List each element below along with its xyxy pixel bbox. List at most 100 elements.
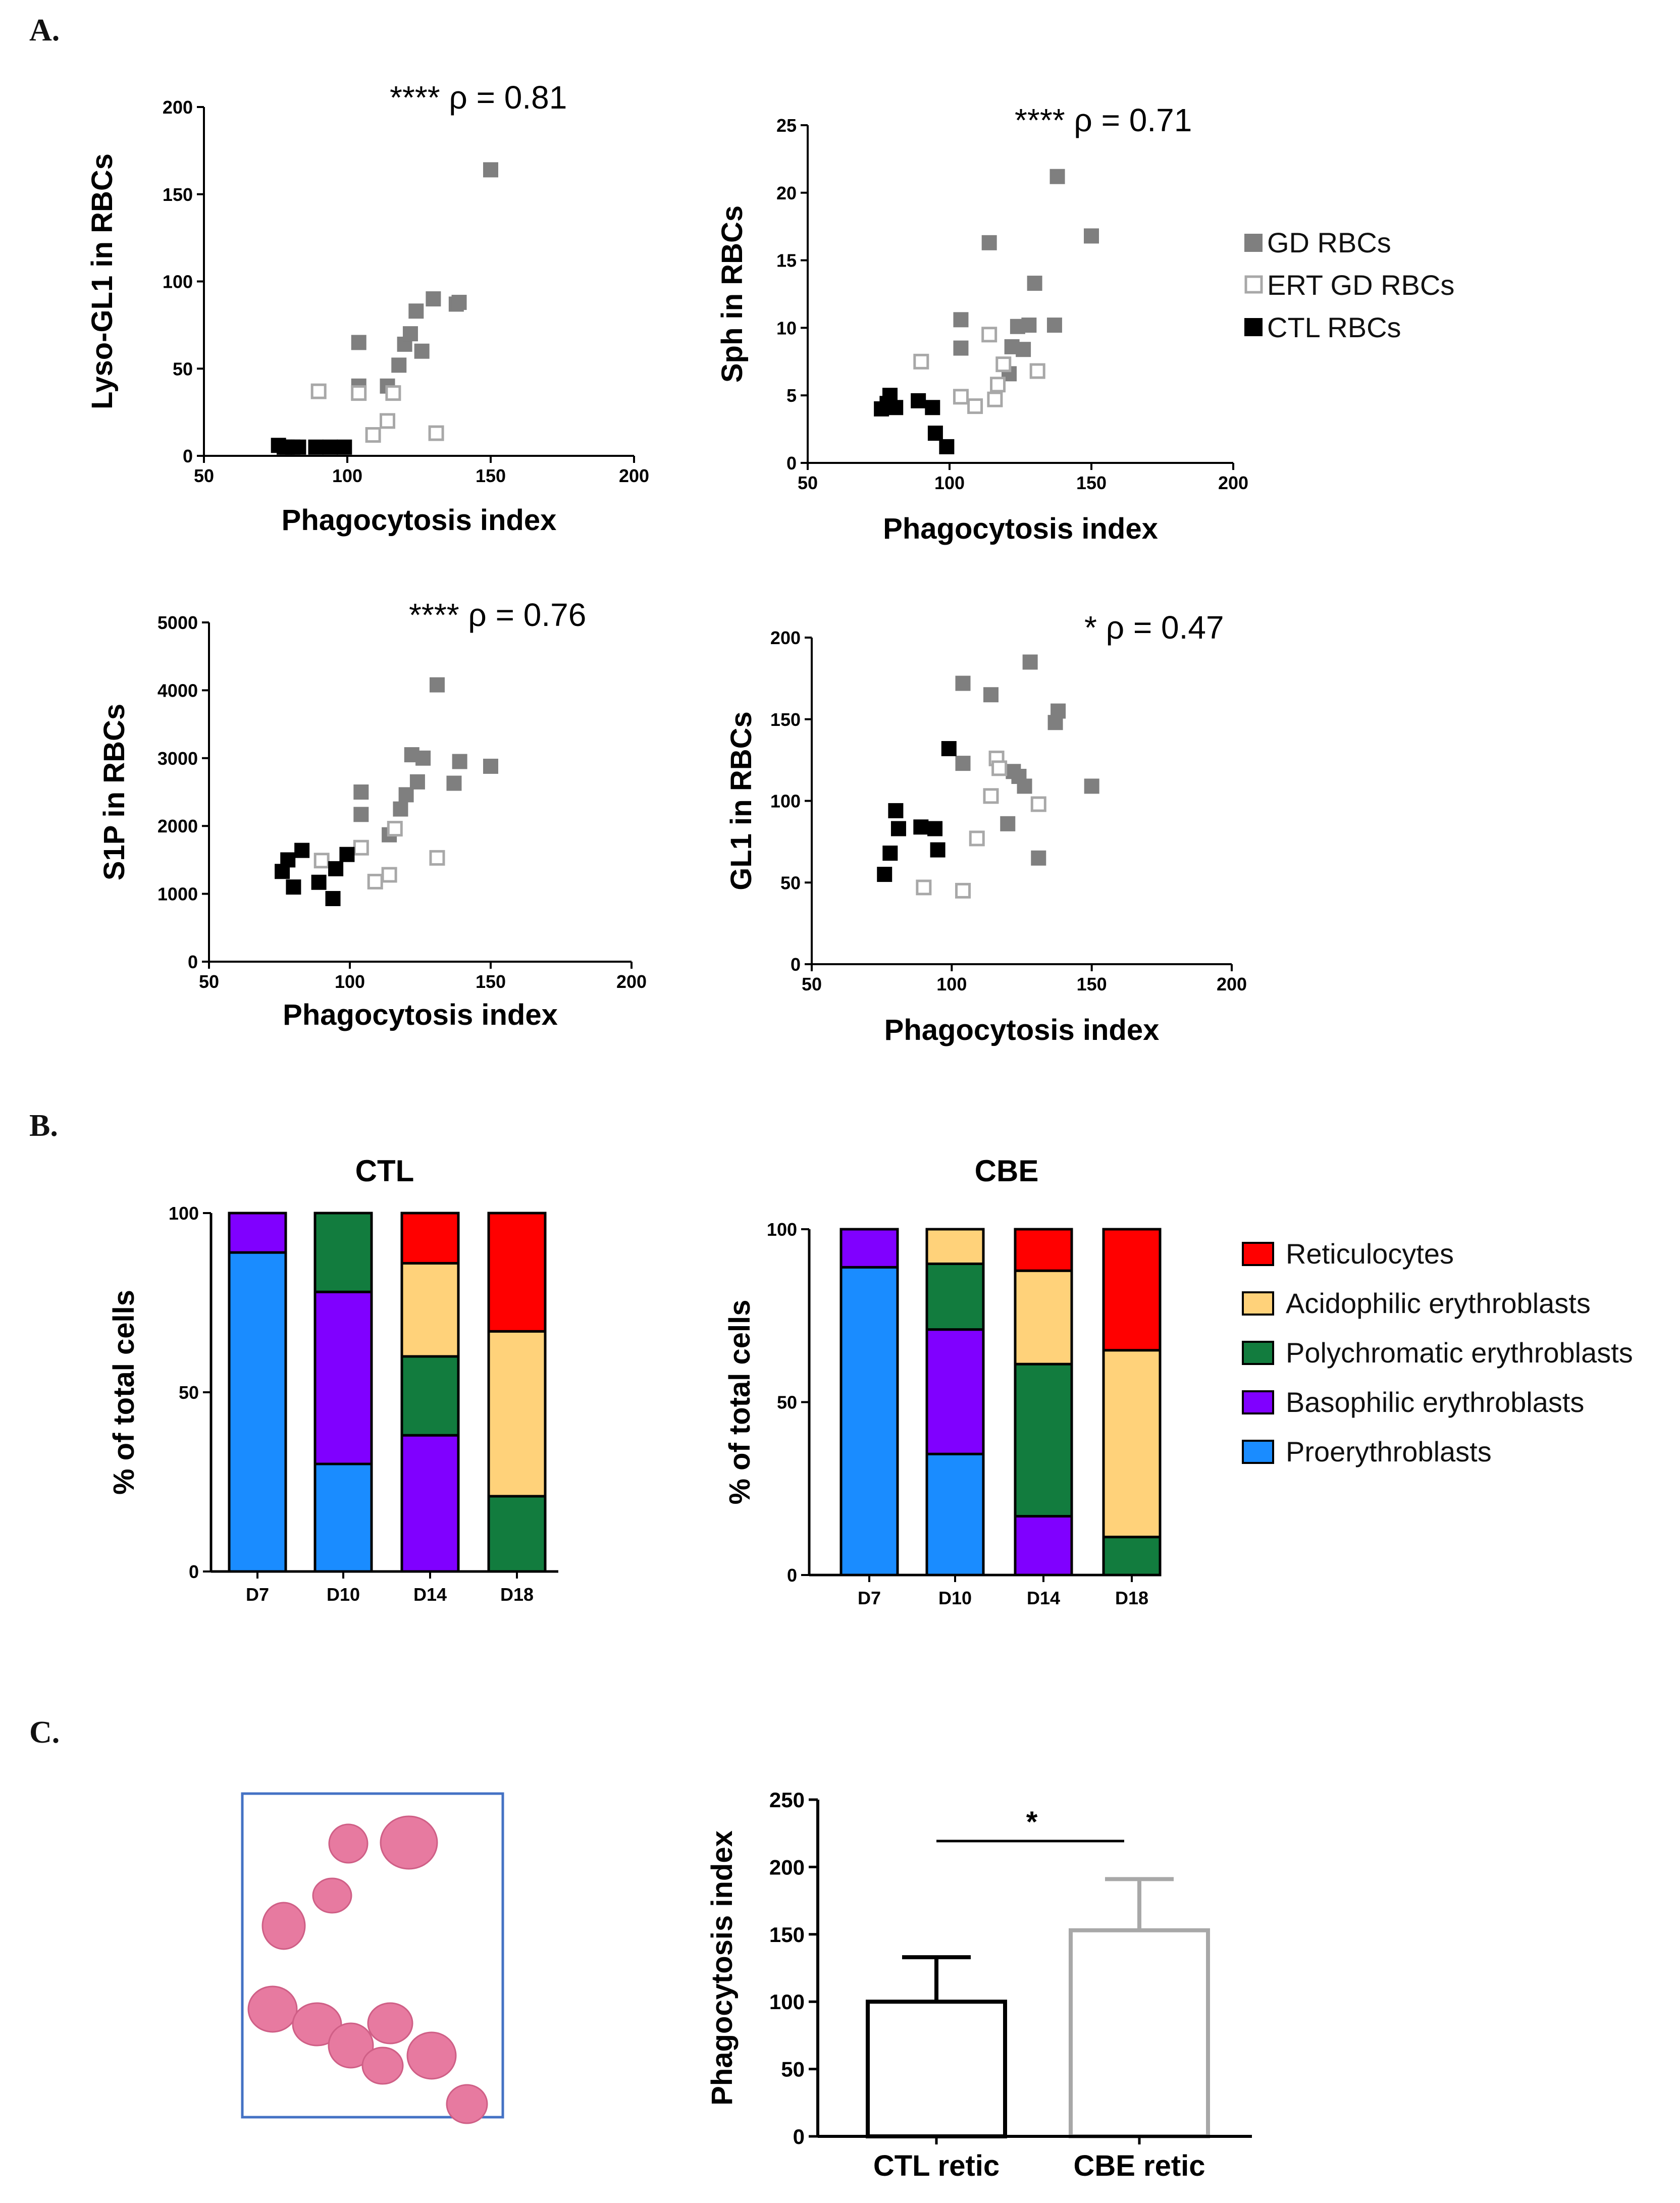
y-tick-label: 200: [769, 1855, 805, 1879]
x-tick-label: 50: [802, 974, 822, 994]
data-point-gd: [955, 756, 971, 771]
legend-label-proerythroblasts: Proerythroblasts: [1286, 1436, 1492, 1467]
microscopy-image: [241, 1792, 504, 2124]
cell: [367, 2002, 413, 2044]
scatter-sph: 50 100 150 200 0 5 10 15 20 25 Phagocytosis index S…: [716, 102, 1248, 545]
data-point-ctl: [925, 400, 940, 415]
panel-label-a: A.: [29, 13, 60, 47]
cell: [312, 1877, 352, 1914]
panel-label-c: C.: [29, 1715, 60, 1750]
data-point-gd: [452, 754, 467, 769]
data-point-ert: [387, 821, 403, 837]
data-point-gd: [1017, 778, 1032, 794]
data-point-gd: [414, 343, 430, 359]
y-tick-label: 2000: [158, 816, 198, 836]
x-tick-label: 200: [1218, 473, 1248, 493]
data-point-gd: [353, 784, 369, 800]
data-point-ert: [367, 873, 383, 889]
data-point-ert: [983, 788, 999, 804]
y-tick-label: 50: [173, 358, 193, 379]
y-tick-label: 10: [776, 318, 797, 338]
bar: [866, 2000, 1007, 2138]
bar-chart-retic: CTL retic CBE retic 0 50 100 150 200 250 Phagocy…: [706, 1788, 1252, 2182]
cell: [328, 2022, 374, 2069]
data-point-ctl: [888, 400, 904, 415]
x-axis-title: Phagocytosis index: [283, 999, 558, 1031]
bar-segment-polychromatic-erythroblasts: [487, 1495, 547, 1573]
x-tick-label: D14: [413, 1584, 447, 1605]
data-point-gd: [391, 357, 407, 373]
correlation-annotation: **** ρ = 0.81: [390, 79, 567, 116]
data-point-ert: [353, 840, 369, 856]
cell: [247, 1985, 298, 2033]
data-point-ctl: [325, 891, 341, 907]
legend-label-ert: ERT GD RBCs: [1267, 269, 1454, 301]
x-tick-label: 50: [194, 465, 214, 486]
data-point-ctl: [939, 439, 955, 454]
cell: [406, 2031, 457, 2080]
x-tick-label: 150: [1076, 473, 1107, 493]
y-tick-label: 25: [776, 115, 797, 136]
scatter-legend: GD RBCs ERT GD RBCs CTL RBCs: [1244, 227, 1454, 343]
x-tick-label: 100: [934, 473, 965, 493]
legend-swatch-acidophilic: [1242, 1291, 1274, 1316]
y-axis-title: GL1 in RBCs: [725, 711, 758, 890]
data-point-gd: [483, 758, 498, 774]
stack-legend: Reticulocytes Acidophilic erythroblasts …: [1242, 1238, 1633, 1467]
y-tick-label: 0: [786, 453, 797, 474]
data-point-ctl: [291, 439, 306, 455]
panel-label-b: B.: [29, 1109, 58, 1143]
legend-swatch-proerythroblasts: [1242, 1440, 1274, 1464]
bar-segment-basophilic-erythroblasts: [228, 1212, 287, 1254]
bar: [1069, 1928, 1210, 2138]
legend-label-ctl: CTL RBCs: [1267, 311, 1401, 343]
data-point-ctl: [913, 819, 929, 835]
y-tick-label: 100: [770, 791, 801, 812]
data-point-gd: [409, 774, 425, 790]
x-tick-label: D10: [938, 1588, 972, 1608]
y-axis-title: % of total cells: [723, 1299, 756, 1504]
data-point-ert: [913, 353, 929, 370]
legend-label-reticulocytes: Reticulocytes: [1286, 1238, 1454, 1270]
data-point-gd: [429, 677, 445, 693]
x-tick-label: 200: [1217, 974, 1247, 994]
data-point-ctl: [930, 842, 946, 858]
x-axis-title: Phagocytosis index: [883, 512, 1158, 545]
bar-segment-acidophilic-erythroblasts: [487, 1330, 547, 1498]
y-tick-label: 5000: [158, 612, 198, 633]
legend-marker-ert: [1244, 275, 1263, 294]
data-point-gd: [1027, 276, 1042, 291]
legend-marker-ctl: [1244, 318, 1263, 336]
y-tick-label: 0: [787, 1565, 797, 1586]
bar-segment-proerythroblasts: [313, 1462, 373, 1573]
bar-segment-basophilic-erythroblasts: [313, 1290, 373, 1465]
data-point-gd: [1084, 778, 1099, 794]
bar-segment-proerythroblasts: [839, 1266, 899, 1577]
data-point-ctl: [322, 439, 338, 455]
x-tick-label: CBE retic: [1073, 2149, 1205, 2182]
data-point-gd: [1084, 228, 1099, 244]
data-point-ert: [381, 867, 397, 883]
x-tick-label: 150: [476, 971, 506, 992]
data-point-gd: [402, 326, 418, 342]
data-point-ert: [428, 425, 444, 441]
y-axis-title: % of total cells: [108, 1290, 140, 1495]
y-tick-label: 100: [163, 272, 193, 292]
data-point-ert: [955, 882, 971, 899]
data-point-ctl: [911, 393, 926, 408]
bar-segment-basophilic-erythroblasts: [839, 1228, 899, 1269]
data-point-gd: [1016, 342, 1031, 357]
cell: [328, 1823, 369, 1864]
cell: [261, 1902, 306, 1950]
data-point-ert: [995, 356, 1012, 373]
data-point-ctl: [337, 439, 352, 455]
y-tick-label: 50: [777, 1392, 797, 1413]
data-point-gd: [1000, 816, 1016, 831]
data-point-ctl: [294, 843, 310, 858]
chart-title: CBE: [975, 1154, 1039, 1188]
y-tick-label: 5: [786, 385, 797, 406]
y-axis-title: S1P in RBCs: [98, 704, 131, 880]
data-point-ctl: [927, 426, 943, 441]
